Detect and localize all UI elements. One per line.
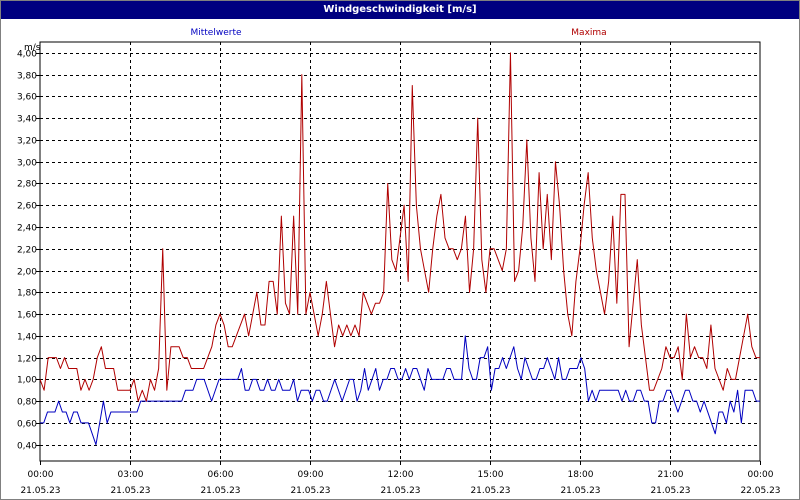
x-tick-date: 21.05.23: [560, 486, 600, 496]
y-tick-label: 1,20: [17, 355, 37, 365]
x-tick-date: 21.05.23: [470, 486, 510, 496]
x-tick-time: 00:00: [748, 470, 774, 480]
legend-maxima: Maxima: [571, 28, 606, 38]
legend-mittelwerte: Mittelwerte: [190, 28, 241, 38]
axes: [36, 41, 761, 465]
y-tick-label: 2,40: [17, 224, 37, 234]
y-tick-label: 2,00: [17, 268, 37, 278]
y-tick-label: 0,80: [17, 398, 37, 408]
y-tick-label: 3,00: [17, 159, 37, 169]
x-tick-time: 03:00: [118, 470, 144, 480]
x-tick-date: 21.05.23: [110, 486, 150, 496]
x-tick-time: 09:00: [298, 470, 324, 480]
tick-labels: 4,00 3,80 3,60 3,40 3,20 3,00 2,80 2,60 2,40 2,20…: [17, 50, 781, 497]
y-tick-label: 1,40: [17, 333, 37, 343]
series-layer: [39, 52, 760, 446]
grid: [40, 42, 760, 461]
y-tick-label: 3,80: [17, 72, 37, 82]
y-tick-label: 4,00: [17, 50, 37, 60]
y-tick-label: 0,40: [17, 442, 37, 452]
x-tick-time: 18:00: [568, 470, 594, 480]
x-tick-date: 21.05.23: [290, 486, 330, 496]
x-tick-date: 21.05.23: [380, 486, 420, 496]
x-tick-date: 21.05.23: [20, 486, 60, 496]
y-tick-label: 3,40: [17, 115, 37, 125]
x-tick-time: 15:00: [478, 470, 504, 480]
y-tick-label: 0,60: [17, 420, 37, 430]
x-tick-time: 12:00: [388, 470, 414, 480]
y-tick-label: 1,80: [17, 289, 37, 299]
y-tick-label: 2,80: [17, 180, 37, 190]
y-tick-label: 1,60: [17, 311, 37, 321]
x-tick-time: 21:00: [658, 470, 684, 480]
y-tick-label: 3,20: [17, 137, 37, 147]
series-line-mittelwerte: [40, 335, 760, 446]
y-tick-label: 3,60: [17, 93, 37, 103]
x-tick-date: 21.05.23: [200, 486, 240, 496]
y-tick-label: 1,00: [17, 376, 37, 386]
x-tick-time: 06:00: [208, 470, 234, 480]
series-line-maxima: [39, 52, 760, 402]
x-tick-date: 22.05.23: [740, 486, 780, 496]
chart-title: Windgeschwindigkeit [m/s]: [1, 1, 799, 19]
y-axis-label: m/s: [24, 43, 41, 53]
y-tick-label: 2,20: [17, 246, 37, 256]
y-tick-label: 2,60: [17, 202, 37, 212]
x-tick-date: 21.05.23: [650, 486, 690, 496]
x-tick-time: 00:00: [28, 470, 54, 480]
